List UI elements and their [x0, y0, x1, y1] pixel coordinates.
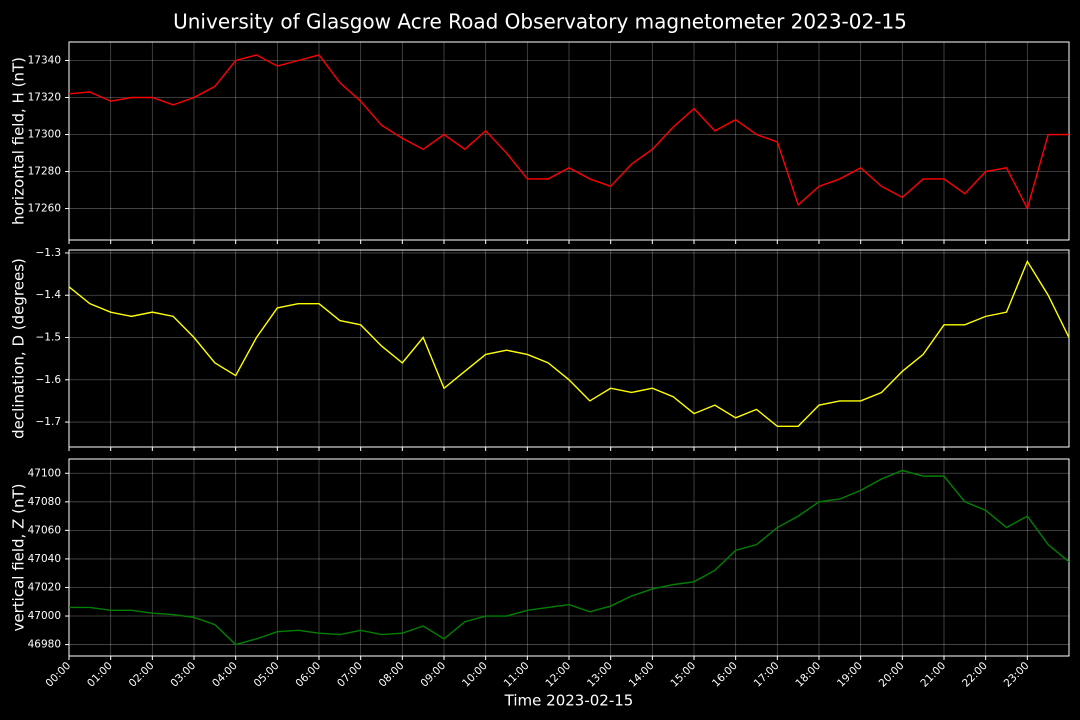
x-axis-label: Time 2023-02-15	[504, 692, 634, 710]
y-tick-label: 47100	[28, 467, 61, 479]
x-tick-label: 11:00	[502, 660, 532, 690]
x-tick-label: 23:00	[1002, 660, 1032, 690]
y-tick-label: 47040	[28, 553, 61, 565]
x-tick-label: 09:00	[418, 660, 448, 690]
y-axis-label: vertical field, Z (nT)	[10, 483, 28, 631]
x-tick-label: 08:00	[377, 660, 407, 690]
data-line	[68, 259, 1070, 427]
x-tick-label: 22:00	[960, 660, 990, 690]
x-tick-label: 00:00	[43, 660, 73, 690]
x-tick-label: 21:00	[918, 660, 948, 690]
x-tick-label: 13:00	[585, 660, 615, 690]
x-tick-label: 16:00	[710, 660, 740, 690]
x-tick-label: 18:00	[793, 660, 823, 690]
y-tick-label: 47000	[28, 610, 61, 622]
y-tick-label: 17280	[28, 166, 61, 178]
x-tick-label: 01:00	[85, 660, 115, 690]
x-tick-label: 02:00	[127, 660, 157, 690]
y-tick-label: 47020	[28, 581, 61, 593]
axes-frame	[68, 41, 1070, 241]
y-axis-label: declination, D (degrees)	[10, 258, 28, 439]
y-tick-label: −1.4	[36, 289, 62, 301]
axes-frame	[68, 458, 1070, 657]
y-tick-label: 17340	[28, 55, 61, 67]
y-tick-label: 17260	[28, 203, 61, 215]
y-tick-label: 47060	[28, 524, 61, 536]
y-tick-label: −1.6	[36, 374, 62, 386]
x-tick-label: 05:00	[252, 660, 282, 690]
x-tick-label: 10:00	[460, 660, 490, 690]
y-tick-label: 17320	[28, 92, 61, 104]
x-tick-label: 15:00	[668, 660, 698, 690]
x-tick-label: 04:00	[210, 660, 240, 690]
x-tick-label: 03:00	[168, 660, 198, 690]
x-tick-label: 17:00	[752, 660, 782, 690]
x-tick-label: 12:00	[543, 660, 573, 690]
x-tick-label: 19:00	[835, 660, 865, 690]
y-tick-label: −1.7	[36, 416, 62, 428]
y-axis-label: horizontal field, H (nT)	[10, 57, 28, 225]
x-tick-label: 06:00	[293, 660, 323, 690]
y-tick-label: −1.3	[36, 247, 62, 259]
y-tick-label: 47080	[28, 496, 61, 508]
x-tick-label: 07:00	[335, 660, 365, 690]
axes-frame	[68, 249, 1070, 448]
y-tick-label: −1.5	[36, 332, 62, 344]
x-tick-label: 14:00	[627, 660, 657, 690]
data-line	[69, 469, 1070, 646]
figure-title: University of Glasgow Acre Road Observat…	[173, 10, 907, 34]
y-tick-label: 17300	[28, 129, 61, 141]
y-tick-label: 46980	[28, 639, 61, 651]
x-tick-label: 20:00	[877, 660, 907, 690]
data-line	[68, 54, 1069, 211]
